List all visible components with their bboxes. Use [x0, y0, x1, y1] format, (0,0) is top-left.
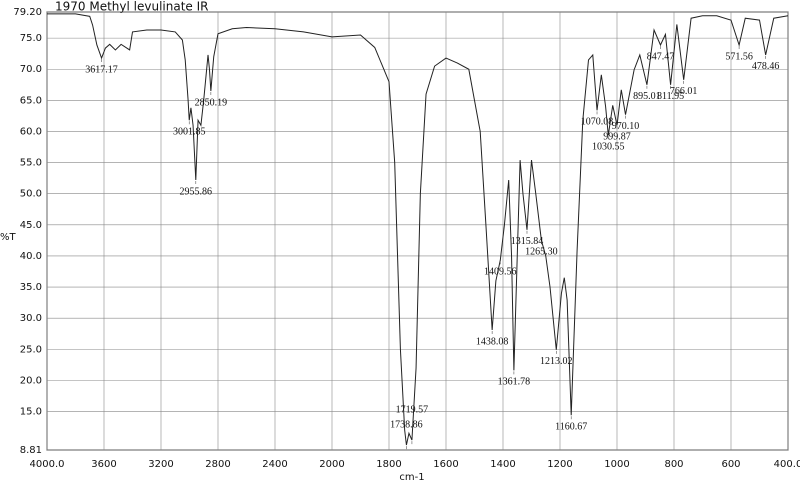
peak-label: 970.10	[612, 121, 640, 132]
x-tick-label: 1200	[547, 459, 572, 470]
x-tick-label: 3600	[91, 459, 116, 470]
y-tick-label: 40.0	[20, 251, 42, 262]
peak-label: 1438.08	[476, 336, 509, 347]
y-tick-label: 70.0	[20, 64, 42, 75]
peak-label: 1160.67	[555, 422, 587, 433]
peak-label: 1030.55	[592, 142, 625, 153]
peak-label: 1265.30	[525, 247, 558, 258]
y-tick-label: 25.0	[20, 344, 42, 355]
peak-label: 1315.84	[511, 236, 544, 247]
x-axis-label: cm-1	[399, 472, 424, 483]
x-tick-label: 800	[664, 459, 683, 470]
peak-label: 1719.57	[396, 404, 429, 415]
y-tick-label: 79.20	[13, 7, 42, 18]
y-tick-label: 20.0	[20, 375, 42, 386]
peak-label: 2955.86	[180, 186, 213, 197]
peak-label: 1738.86	[390, 419, 423, 430]
y-tick-label: 30.0	[20, 313, 42, 324]
peak-label: 1409.56	[484, 267, 517, 278]
peak-label: 811.95	[657, 91, 684, 102]
x-tick-label: 1400	[490, 459, 515, 470]
x-tick-label: 1600	[433, 459, 458, 470]
spectrum-line	[47, 13, 789, 446]
x-tick-label: 400.0	[774, 459, 800, 470]
peak-label: 2850.19	[195, 97, 228, 108]
peak-label: 766.01	[670, 86, 698, 97]
peak-label: 3617.17	[85, 64, 118, 75]
x-tick-label: 2000	[319, 459, 344, 470]
x-tick-label: 600	[721, 459, 740, 470]
y-tick-label: 75.0	[20, 33, 42, 44]
y-axis-label: %T	[0, 232, 17, 243]
chart-title: 1970 Methyl levulinate IR	[55, 0, 208, 14]
x-tick-label: 3200	[148, 459, 173, 470]
y-tick-label: 35.0	[20, 282, 42, 293]
x-tick-label: 2800	[205, 459, 230, 470]
peak-label: 999.87	[603, 132, 631, 143]
y-tick-label: 8.81	[20, 445, 42, 456]
y-tick-label: 50.0	[20, 189, 42, 200]
peak-label: 571.56	[725, 51, 753, 62]
peak-label: 1213.02	[540, 356, 573, 367]
x-tick-label: 1800	[376, 459, 401, 470]
x-tick-label: 1000	[604, 459, 629, 470]
peak-label: 3001.85	[173, 127, 206, 138]
peak-label: 895.01	[633, 91, 661, 102]
peak-label: 478.46	[752, 61, 780, 72]
y-tick-label: 15.0	[20, 406, 42, 417]
y-tick-label: 60.0	[20, 126, 42, 137]
peak-label: 1361.78	[498, 377, 531, 388]
peak-label: 847.47	[647, 51, 675, 62]
x-tick-label: 2400	[262, 459, 287, 470]
y-tick-label: 55.0	[20, 158, 42, 169]
x-tick-label: 4000.0	[30, 459, 65, 470]
y-tick-label: 45.0	[20, 220, 42, 231]
y-tick-label: 65.0	[20, 95, 42, 106]
peak-label: 1070.08	[581, 117, 614, 128]
